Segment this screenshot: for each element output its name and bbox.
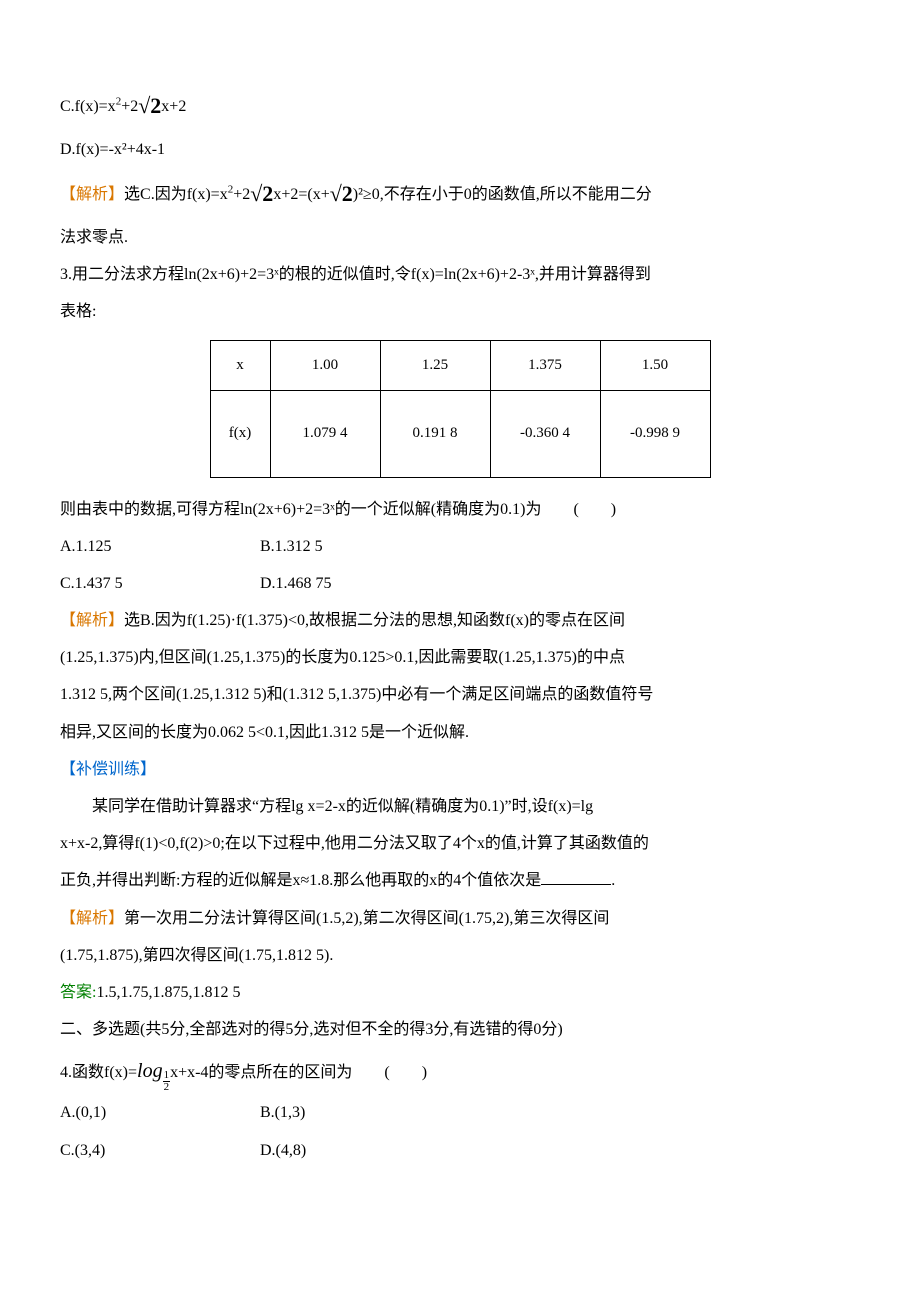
text: 则由表中的数据,可得方程ln(2x+6)+2=3ˣ的一个近似解(精确度为0.1)…	[60, 501, 616, 518]
text: 正负,并得出判断:方程的近似解是x≈1.8.那么他再取的x的4个值依次是	[60, 872, 541, 889]
q3-stem-1: 3.用二分法求方程ln(2x+6)+2=3ˣ的根的近似值时,令f(x)=ln(2…	[60, 257, 860, 292]
cell: 1.25	[380, 340, 490, 390]
text: C.f(x)=x	[60, 98, 116, 115]
cell: 1.00	[270, 340, 380, 390]
text: 选C.因为f(x)=x	[124, 186, 228, 203]
text: 相异,又区间的长度为0.062 5<0.1,因此1.312 5是一个近似解.	[60, 724, 469, 741]
text: )²≥0,不存在小于0的函数值,所以不能用二分	[353, 186, 652, 203]
supp-2: x+x-2,算得f(1)<0,f(2)>0;在以下过程中,他用二分法又取了4个x…	[60, 826, 860, 861]
q3-opt-b: B.1.312 5	[260, 529, 323, 564]
log-base-frac: 12	[163, 1070, 171, 1093]
text: .	[611, 872, 615, 889]
text: +2	[233, 186, 250, 203]
text: x+x-4的零点所在的区间为 ( )	[170, 1064, 427, 1081]
text: 1.312 5,两个区间(1.25,1.312 5)和(1.312 5,1.37…	[60, 686, 653, 703]
supp-sol-1: 【解析】第一次用二分法计算得区间(1.5,2),第二次得区间(1.75,2),第…	[60, 901, 860, 936]
q3-sol-4: 相异,又区间的长度为0.062 5<0.1,因此1.312 5是一个近似解.	[60, 715, 860, 750]
q2-solution-line2: 法求零点.	[60, 220, 860, 255]
cell: 1.079 4	[270, 390, 380, 477]
text: 3.用二分法求方程ln(2x+6)+2=3ˣ的根的近似值时,令f(x)=ln(2…	[60, 266, 651, 283]
text: (1.75,1.875),第四次得区间(1.75,1.812 5).	[60, 947, 333, 964]
table-row: f(x) 1.079 4 0.191 8 -0.360 4 -0.998 9	[210, 390, 710, 477]
text: 【补偿训练】	[60, 761, 156, 778]
text: 某同学在借助计算器求“方程lg x=2-x的近似解(精确度为0.1)”时,设f(…	[92, 798, 593, 815]
q4-options-row1: A.(0,1) B.(1,3)	[60, 1095, 860, 1130]
q4-opt-b: B.(1,3)	[260, 1095, 305, 1130]
blank-underline	[541, 884, 611, 885]
text: 第一次用二分法计算得区间(1.5,2),第二次得区间(1.75,2),第三次得区…	[124, 910, 609, 927]
q2-opt-c: C.f(x)=x2+2√2x+2	[60, 82, 860, 130]
text: +2	[121, 98, 138, 115]
sqrt-2: √2	[138, 93, 161, 118]
q3-opt-a: A.1.125	[60, 529, 260, 564]
q3-opt-d: D.1.468 75	[260, 566, 332, 601]
sqrt-2: √2	[330, 181, 353, 206]
cell: x	[210, 340, 270, 390]
supp-1: 某同学在借助计算器求“方程lg x=2-x的近似解(精确度为0.1)”时,设f(…	[60, 789, 860, 824]
denominator: 2	[163, 1082, 171, 1093]
text: x+2=(x+	[273, 186, 329, 203]
q3-options-row1: A.1.125 B.1.312 5	[60, 529, 860, 564]
section-2-title: 二、多选题(共5分,全部选对的得5分,选对但不全的得3分,有选错的得0分)	[60, 1012, 860, 1047]
q2-opt-d: D.f(x)=-x²+4x-1	[60, 132, 860, 167]
cell: f(x)	[210, 390, 270, 477]
q4-opt-c: C.(3,4)	[60, 1133, 260, 1168]
q4-stem: 4.函数f(x)=log12x+x-4的零点所在的区间为 ( )	[60, 1049, 860, 1093]
answer-line: 答案:1.5,1.75,1.875,1.812 5	[60, 975, 860, 1010]
q3-table: x 1.00 1.25 1.375 1.50 f(x) 1.079 4 0.19…	[210, 340, 711, 478]
supplementary-label: 【补偿训练】	[60, 752, 860, 787]
supp-sol-2: (1.75,1.875),第四次得区间(1.75,1.812 5).	[60, 938, 860, 973]
q3-stem-3: 则由表中的数据,可得方程ln(2x+6)+2=3ˣ的一个近似解(精确度为0.1)…	[60, 492, 860, 527]
cell: 1.50	[600, 340, 710, 390]
text: x+x-2,算得f(1)<0,f(2)>0;在以下过程中,他用二分法又取了4个x…	[60, 835, 649, 852]
solution-label: 【解析】	[60, 612, 124, 629]
sqrt-2: √2	[250, 181, 273, 206]
q3-stem-2: 表格:	[60, 294, 860, 329]
q4-opt-d: D.(4,8)	[260, 1133, 306, 1168]
supp-3: 正负,并得出判断:方程的近似解是x≈1.8.那么他再取的x的4个值依次是.	[60, 863, 860, 898]
q3-sol-3: 1.312 5,两个区间(1.25,1.312 5)和(1.312 5,1.37…	[60, 677, 860, 712]
answer-label: 答案:	[60, 984, 96, 1001]
text: (1.25,1.375)内,但区间(1.25,1.375)的长度为0.125>0…	[60, 649, 625, 666]
cell: 0.191 8	[380, 390, 490, 477]
solution-label: 【解析】	[60, 910, 124, 927]
solution-label: 【解析】	[60, 186, 124, 203]
text: 选B.因为f(1.25)·f(1.375)<0,故根据二分法的思想,知函数f(x…	[124, 612, 625, 629]
q4-options-row2: C.(3,4) D.(4,8)	[60, 1133, 860, 1168]
q4-opt-a: A.(0,1)	[60, 1095, 260, 1130]
text: x+2	[161, 98, 186, 115]
q3-sol-2: (1.25,1.375)内,但区间(1.25,1.375)的长度为0.125>0…	[60, 640, 860, 675]
text: 二、多选题(共5分,全部选对的得5分,选对但不全的得3分,有选错的得0分)	[60, 1021, 563, 1038]
q3-options-row2: C.1.437 5 D.1.468 75	[60, 566, 860, 601]
text: 1.5,1.75,1.875,1.812 5	[96, 984, 240, 1001]
cell: -0.998 9	[600, 390, 710, 477]
q3-sol-1: 【解析】选B.因为f(1.25)·f(1.375)<0,故根据二分法的思想,知函…	[60, 603, 860, 638]
table-row: x 1.00 1.25 1.375 1.50	[210, 340, 710, 390]
text: 4.函数f(x)=	[60, 1064, 137, 1081]
text: 法求零点.	[60, 229, 128, 246]
text: D.f(x)=-x²+4x-1	[60, 141, 165, 158]
q3-opt-c: C.1.437 5	[60, 566, 260, 601]
cell: 1.375	[490, 340, 600, 390]
log-symbol: log	[137, 1060, 163, 1082]
q2-solution-line1: 【解析】选C.因为f(x)=x2+2√2x+2=(x+√2)²≥0,不存在小于0…	[60, 170, 860, 218]
text: 表格:	[60, 303, 96, 320]
cell: -0.360 4	[490, 390, 600, 477]
